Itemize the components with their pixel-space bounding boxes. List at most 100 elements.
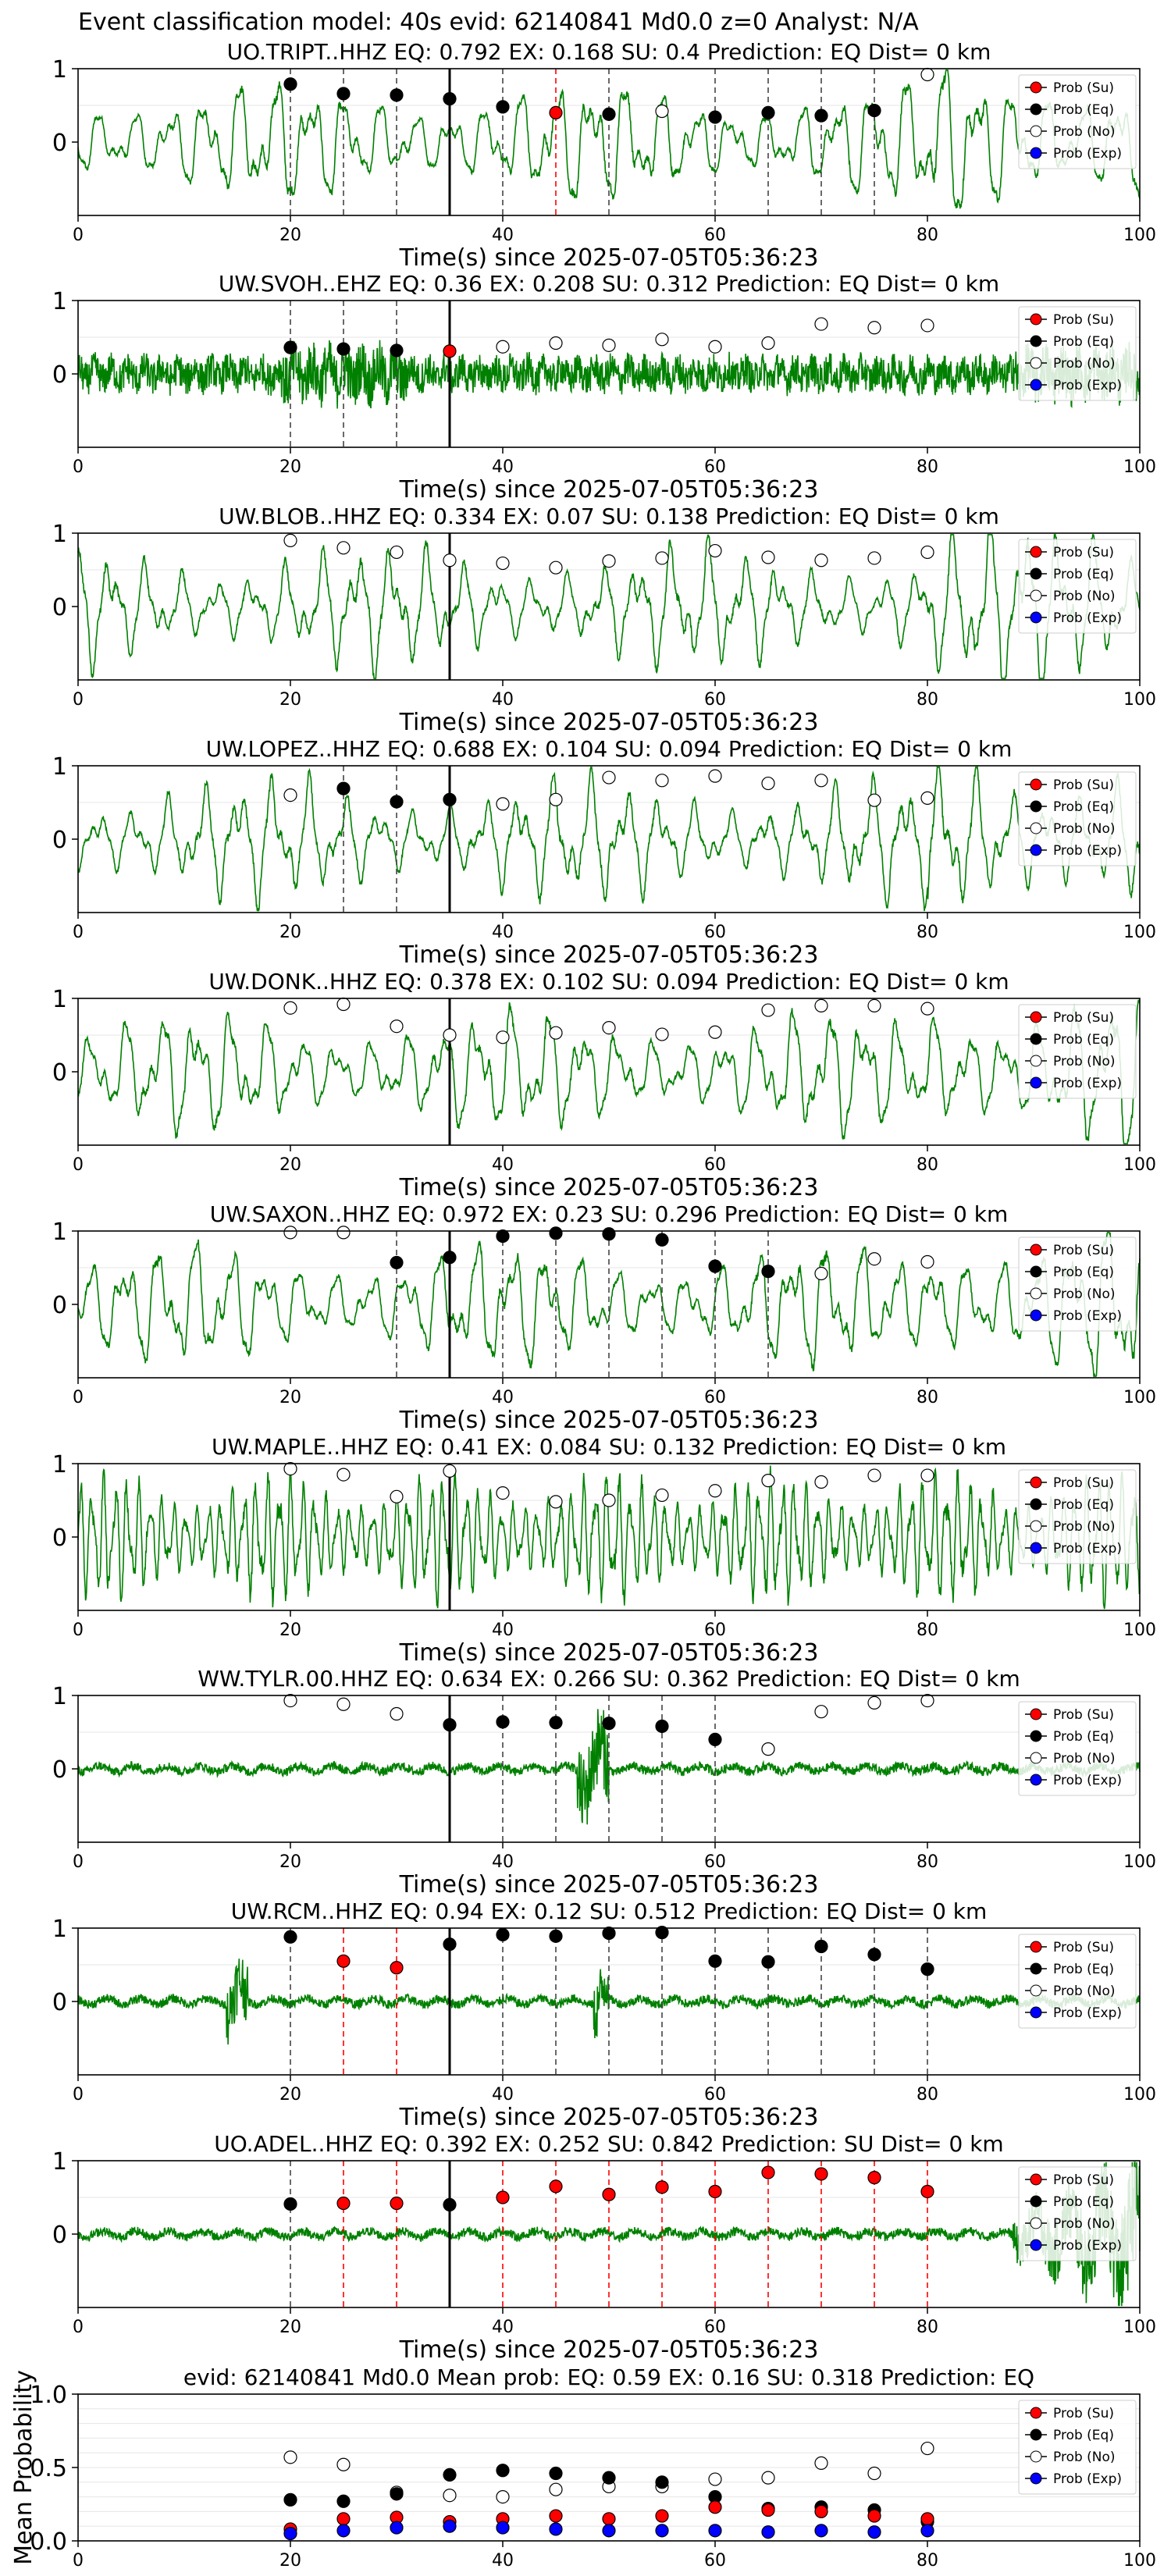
- prob-marker-no: [549, 560, 563, 575]
- y-tick-label: 1: [52, 288, 67, 315]
- waveform-panel: UW.SAXON..HHZ EQ: 0.972 EX: 0.23 SU: 0.2…: [52, 1201, 1156, 1434]
- legend-label: Prob (Su): [1053, 1475, 1114, 1491]
- legend-marker: [1030, 546, 1042, 558]
- x-tick-label: 100: [1123, 226, 1156, 245]
- legend-box: [1018, 771, 1137, 866]
- x-tick-label: 0: [73, 1155, 84, 1175]
- mean-prob-marker-exp: [336, 2524, 351, 2538]
- legend-marker: [1030, 147, 1042, 159]
- mean-prob-marker-exp: [655, 2524, 669, 2538]
- y-tick-label: 0: [52, 1059, 67, 1087]
- prob-marker-no: [867, 551, 881, 565]
- y-tick-label: 1: [52, 753, 67, 781]
- legend-marker: [1030, 778, 1042, 791]
- prob-marker-eq: [496, 1229, 510, 1244]
- mean-prob-marker-eq: [655, 2475, 669, 2489]
- legend-label: Prob (Eq): [1053, 799, 1114, 815]
- prob-marker-no: [761, 1474, 775, 1488]
- legend-label: Prob (Eq): [1053, 1265, 1114, 1280]
- legend-marker: [1030, 1542, 1042, 1554]
- legend-label: Prob (Exp): [1053, 146, 1122, 162]
- x-tick-label: 0: [73, 1388, 84, 1407]
- waveform-panel: UW.LOPEZ..HHZ EQ: 0.688 EX: 0.104 SU: 0.…: [52, 736, 1156, 969]
- legend-label: Prob (No): [1053, 1519, 1116, 1535]
- x-tick-label: 60: [704, 2085, 726, 2105]
- legend-label: Prob (Su): [1053, 1243, 1114, 1258]
- x-axis-label: Time(s) since 2025-07-05T05:36:23: [399, 1639, 819, 1667]
- legend-label: Prob (Su): [1053, 1940, 1114, 1955]
- legend-label: Prob (Exp): [1053, 1076, 1122, 1091]
- waveform-panel: UO.TRIPT..HHZ EQ: 0.792 EX: 0.168 SU: 0.…: [52, 39, 1156, 272]
- prob-marker-eq: [655, 1233, 669, 1247]
- prob-marker-eq: [390, 343, 404, 358]
- prob-marker-eq: [708, 1954, 722, 1968]
- legend-marker: [1030, 1708, 1042, 1720]
- waveform-trace: [77, 1959, 1141, 2045]
- x-tick-label: 0: [73, 923, 84, 942]
- prob-marker-eq: [761, 1265, 775, 1279]
- x-tick-label: 0: [73, 1852, 84, 1872]
- y-tick-label: 1: [52, 1451, 67, 1478]
- prob-marker-no: [549, 336, 563, 350]
- x-axis-label: Time(s) since 2025-07-05T05:36:23: [399, 2336, 819, 2364]
- prob-marker-no: [283, 1001, 297, 1015]
- mean-prob-marker-exp: [549, 2522, 563, 2536]
- legend-marker: [1030, 357, 1042, 369]
- prob-marker-no: [708, 769, 722, 783]
- x-tick-label: 60: [704, 1852, 726, 1872]
- legend-label: Prob (Exp): [1053, 1773, 1122, 1788]
- x-tick-label: 20: [279, 1155, 301, 1175]
- panel-title: UW.BLOB..HHZ EQ: 0.334 EX: 0.07 SU: 0.13…: [219, 503, 999, 529]
- prob-marker-no: [814, 998, 828, 1013]
- x-tick-label: 100: [1123, 1155, 1156, 1175]
- prob-marker-no: [920, 545, 934, 560]
- x-tick-label: 100: [1123, 923, 1156, 942]
- legend-label: Prob (Exp): [1053, 843, 1122, 859]
- mean-prob-marker-exp: [443, 2519, 457, 2533]
- x-tick-label: 0: [73, 226, 84, 245]
- waveform-panel: WW.TYLR.00.HHZ EQ: 0.634 EX: 0.266 SU: 0…: [52, 1666, 1156, 1898]
- x-axis-label: Time(s) since 2025-07-05T05:36:23: [399, 244, 819, 272]
- prob-marker-no: [390, 1019, 404, 1034]
- legend-marker: [1030, 313, 1042, 326]
- legend-marker: [1030, 1730, 1042, 1742]
- legend-label: Prob (No): [1053, 2216, 1116, 2232]
- mean-prob-marker-eq: [283, 2492, 297, 2507]
- x-tick-label: 20: [279, 1852, 301, 1872]
- y-tick-label: 0: [52, 1292, 67, 1319]
- legend-label: Prob (No): [1053, 356, 1116, 372]
- prob-marker-eq: [655, 1719, 669, 1734]
- legend-label: Prob (Su): [1053, 2172, 1114, 2188]
- legend-box: [1018, 1934, 1137, 2029]
- y-tick-label: 0: [52, 130, 67, 157]
- legend-marker: [1030, 844, 1042, 856]
- prob-marker-no: [549, 792, 563, 806]
- mean-prob-marker-su: [336, 2512, 351, 2526]
- legend-label: Prob (Exp): [1053, 2005, 1122, 2021]
- prob-marker-eq: [867, 103, 881, 118]
- legend-label: Prob (No): [1053, 2450, 1116, 2465]
- y-tick-label: 1: [52, 1219, 67, 1246]
- legend-label: Prob (Exp): [1053, 378, 1122, 393]
- prob-marker-no: [336, 541, 351, 555]
- legend-box: [1018, 2400, 1137, 2495]
- legend-marker: [1030, 1941, 1042, 1953]
- legend-label: Prob (Eq): [1053, 1962, 1114, 1977]
- prob-marker-no: [814, 553, 828, 568]
- x-tick-label: 80: [917, 1852, 938, 1872]
- legend-marker: [1030, 1476, 1042, 1489]
- legend-box: [1018, 1701, 1137, 1796]
- prob-marker-eq: [602, 1717, 616, 1731]
- x-tick-label: 100: [1123, 1852, 1156, 1872]
- prob-marker-su: [602, 2187, 616, 2201]
- x-tick-label: 60: [704, 1388, 726, 1407]
- prob-marker-no: [655, 104, 669, 119]
- legend-marker: [1030, 2173, 1042, 2186]
- mean-prob-marker-eq: [336, 2494, 351, 2508]
- prob-marker-no: [283, 788, 297, 802]
- legend-label: Prob (Su): [1053, 1010, 1114, 1026]
- x-tick-label: 20: [279, 1388, 301, 1407]
- x-tick-label: 40: [492, 2551, 514, 2571]
- y-tick-label: 1: [52, 986, 67, 1013]
- prob-marker-no: [761, 336, 775, 350]
